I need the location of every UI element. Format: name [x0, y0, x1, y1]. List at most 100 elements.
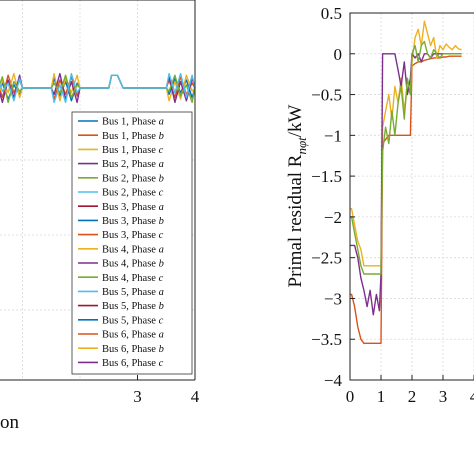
legend-bus: Bus 3,	[102, 216, 131, 227]
legend-phase: Phase	[131, 330, 158, 341]
legend-entry: Bus 4, Phase b	[102, 259, 164, 270]
right-series-line	[350, 53, 462, 316]
legend-phase: Phase	[131, 301, 158, 312]
legend-phase-letter: b	[159, 301, 164, 312]
legend-phase: Phase	[131, 259, 158, 270]
legend-phase-letter: a	[159, 117, 164, 128]
legend-bus: Bus 5,	[102, 301, 131, 312]
left-x-axis-label: on	[0, 412, 20, 433]
right-x-tick-label: 2	[408, 387, 417, 406]
legend-phase-letter: a	[159, 159, 164, 170]
legend-entry: Bus 2, Phase a	[102, 159, 164, 170]
legend-phase: Phase	[131, 173, 158, 184]
legend-entry: Bus 6, Phase c	[102, 358, 164, 369]
right-series-line	[350, 40, 462, 275]
right-y-axis-label: Primal residual Rnφt/kW	[285, 104, 309, 287]
legend-phase: Phase	[131, 358, 158, 369]
legend-entry: Bus 6, Phase a	[102, 330, 164, 341]
legend-phase-letter: c	[159, 358, 164, 369]
legend-bus: Bus 6,	[102, 358, 131, 369]
right-y-tick-label: −2.5	[311, 249, 342, 268]
legend-phase: Phase	[131, 244, 158, 255]
legend-phase: Phase	[131, 117, 158, 128]
legend-phase: Phase	[131, 216, 158, 227]
legend-entry: Bus 4, Phase c	[102, 273, 164, 284]
left-series-group	[0, 72, 196, 104]
legend-phase-letter: a	[159, 287, 164, 298]
legend-phase-letter: c	[159, 188, 164, 199]
legend-entry: Bus 1, Phase c	[102, 145, 164, 156]
right-y-tick-label: 0.5	[321, 4, 342, 23]
right-y-tick-label: −1	[324, 126, 342, 145]
right-x-tick-label: 1	[377, 387, 386, 406]
legend-bus: Bus 2,	[102, 188, 131, 199]
right-y-tick-label: −3	[324, 289, 342, 308]
right-y-tick-label: 0	[334, 45, 343, 64]
legend-bus: Bus 6,	[102, 330, 131, 341]
ylabel-subscript: nφt	[294, 137, 309, 155]
legend-phase: Phase	[131, 273, 158, 284]
right-series-line	[350, 55, 462, 344]
left-x-tick-label: 4	[191, 387, 200, 406]
legend-phase-letter: b	[159, 131, 164, 142]
legend-bus: Bus 3,	[102, 202, 131, 213]
legend-bus: Bus 4,	[102, 244, 131, 255]
legend-phase-letter: c	[159, 315, 164, 326]
right-chart: 0.5 0 −0.5 −1 −1.5 −2 −2.5 −3 −3.5 −4 0 1 2 3 4 Prima…	[285, 4, 474, 406]
legend-entry: Bus 3, Phase c	[102, 230, 164, 241]
right-x-tick-label: 4	[470, 387, 474, 406]
legend-entry: Bus 5, Phase a	[102, 287, 164, 298]
legend-bus: Bus 5,	[102, 287, 131, 298]
legend-phase: Phase	[131, 344, 158, 355]
legend-phase-letter: b	[159, 173, 164, 184]
legend-box	[71, 111, 193, 375]
legend-phase-letter: c	[159, 230, 164, 241]
legend-phase: Phase	[131, 315, 158, 326]
legend-phase-letter: b	[159, 344, 164, 355]
right-y-ticks: 0.5 0 −0.5 −1 −1.5 −2 −2.5 −3 −3.5 −4	[311, 4, 355, 390]
left-x-tick-label: 3	[133, 387, 142, 406]
legend-bus: Bus 3,	[102, 230, 131, 241]
legend-entry: Bus 6, Phase b	[102, 344, 164, 355]
legend-phase-letter: b	[159, 216, 164, 227]
legend-entry: Bus 5, Phase c	[102, 315, 164, 326]
legend-entry: Bus 4, Phase a	[102, 244, 164, 255]
right-y-tick-label: −0.5	[311, 86, 342, 105]
legend-entry: Bus 3, Phase b	[102, 216, 164, 227]
legend-bus: Bus 1,	[102, 131, 131, 142]
right-x-ticks: 0 1 2 3 4	[346, 375, 474, 406]
right-x-tick-label: 0	[346, 387, 355, 406]
right-y-tick-label: −4	[324, 371, 343, 390]
legend-entry: Bus 2, Phase b	[102, 173, 164, 184]
legend-phase-letter: c	[159, 145, 164, 156]
legend-entry: Bus 1, Phase b	[102, 131, 164, 142]
legend-phase-letter: c	[159, 273, 164, 284]
legend-bus: Bus 6,	[102, 344, 131, 355]
legend-phase: Phase	[131, 202, 158, 213]
right-series-group	[350, 20, 462, 344]
legend-bus: Bus 2,	[102, 159, 131, 170]
legend-phase-letter: a	[159, 202, 164, 213]
legend-entry: Bus 5, Phase b	[102, 301, 164, 312]
legend-phase-letter: b	[159, 259, 164, 270]
legend-entry: Bus 3, Phase a	[102, 202, 164, 213]
ylabel-main: Primal residual R	[285, 154, 306, 287]
ylabel-unit: /kW	[285, 104, 306, 137]
legend: Bus 1, Phase a Bus 1, Phase b Bus 1, Phase…	[71, 111, 193, 375]
right-y-tick-label: −3.5	[311, 330, 342, 349]
legend-bus: Bus 4,	[102, 273, 131, 284]
legend-phase: Phase	[131, 230, 158, 241]
legend-bus: Bus 5,	[102, 315, 131, 326]
legend-phase: Phase	[131, 145, 158, 156]
legend-bus: Bus 4,	[102, 259, 131, 270]
left-axis-frame	[0, 0, 196, 380]
legend-phase: Phase	[131, 131, 158, 142]
legend-phase: Phase	[131, 287, 158, 298]
legend-bus: Bus 2,	[102, 173, 131, 184]
right-axis-frame	[349, 12, 474, 381]
right-y-tick-label: −1.5	[311, 167, 342, 186]
legend-phase-letter: a	[159, 244, 164, 255]
right-y-tick-label: −2	[324, 208, 342, 227]
